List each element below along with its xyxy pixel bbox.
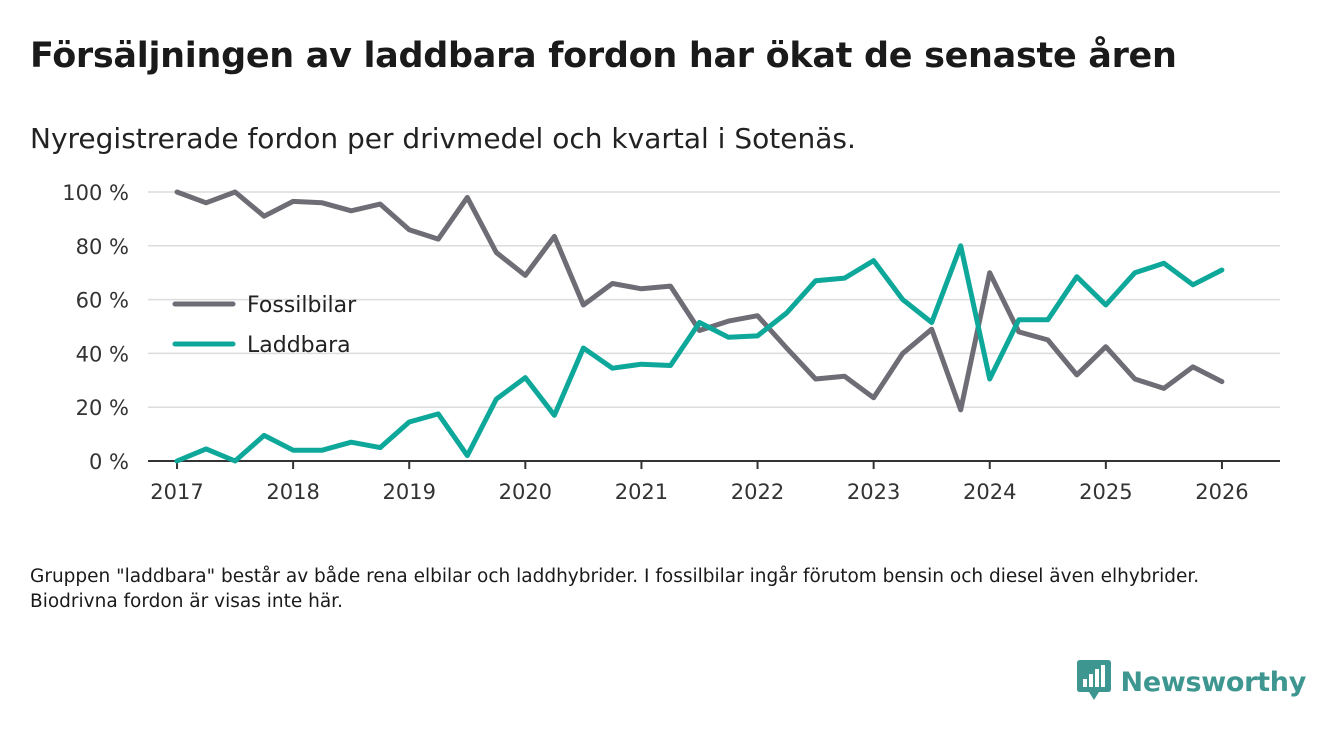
x-tick-label: 2019 (383, 480, 436, 504)
y-tick-label: 20 % (76, 396, 129, 420)
y-tick-label: 80 % (76, 235, 129, 259)
x-tick-label: 2020 (499, 480, 552, 504)
y-tick-label: 100 % (62, 181, 129, 205)
series-line-fossilbilar (174, 189, 1225, 413)
x-tick-label: 2022 (731, 480, 784, 504)
x-tick-label: 2023 (847, 480, 900, 504)
y-axis: 0 % 20 % 40 % 60 % 80 % 100 % (62, 181, 129, 474)
brand-logo[interactable]: Newsworthy (1076, 660, 1307, 704)
x-tick-label: 2026 (1195, 480, 1248, 504)
x-axis: 2017 2018 2019 2020 2021 2022 2023 2024 2025 2026 (148, 460, 1280, 504)
legend-label: Laddbara (247, 333, 351, 358)
bar-chart-logo-icon (1076, 660, 1111, 704)
x-tick-label: 2018 (266, 480, 319, 504)
legend-label: Fossilbilar (247, 293, 357, 318)
legend: Fossilbilar Laddbara (172, 293, 357, 358)
grid-lines (148, 191, 1280, 408)
series-line-laddbara (174, 243, 1225, 464)
chart-subtitle: Nyregistrerade fordon per drivmedel och … (30, 122, 856, 155)
line-chart: 0 % 20 % 40 % 60 % 80 % 100 % 2017 2018 2019 202… (62, 181, 1280, 504)
x-tick-label: 2021 (615, 480, 668, 504)
x-tick-label: 2017 (150, 480, 203, 504)
y-tick-label: 0 % (89, 450, 129, 474)
chart-title: Försäljningen av laddbara fordon har öka… (30, 36, 1177, 76)
y-tick-label: 40 % (76, 342, 129, 366)
x-tick-label: 2025 (1079, 480, 1132, 504)
y-tick-label: 60 % (76, 289, 129, 313)
brand-name: Newsworthy (1120, 666, 1307, 698)
x-tick-label: 2024 (963, 480, 1016, 504)
series-lines (174, 189, 1225, 464)
footnote: Gruppen "laddbara" består av både rena e… (30, 566, 1200, 612)
